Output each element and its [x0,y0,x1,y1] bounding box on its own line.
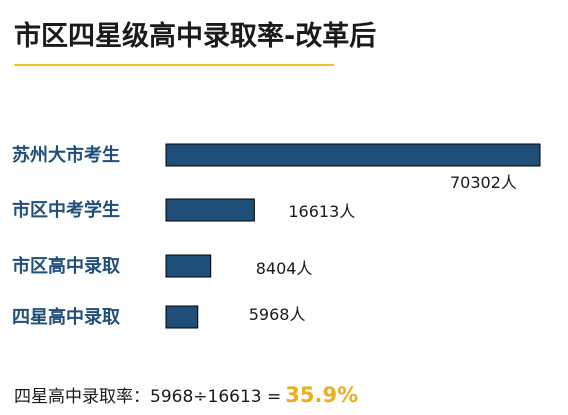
value-label: 8404人 [256,259,313,278]
bar [165,143,541,167]
value-label: 70302人 [450,173,517,192]
bar [165,198,255,222]
page-title: 市区四星级高中录取率-改革后 [14,21,377,52]
value-label: 16613人 [288,202,355,221]
value-label: 5968人 [249,305,306,324]
formula-text: 四星高中录取率：5968÷16613 = [14,387,282,407]
bar [165,305,199,329]
bar [165,254,212,278]
formula-result: 35.9% [285,383,359,407]
admission-rate-formula: 四星高中录取率：5968÷16613 = 35.9% [14,382,358,407]
category-label: 四星高中录取 [12,306,121,328]
title-underline [14,64,334,66]
category-label: 市区中考学生 [12,199,120,221]
category-label: 苏州大市考生 [12,144,120,166]
category-label: 市区高中录取 [12,255,121,277]
